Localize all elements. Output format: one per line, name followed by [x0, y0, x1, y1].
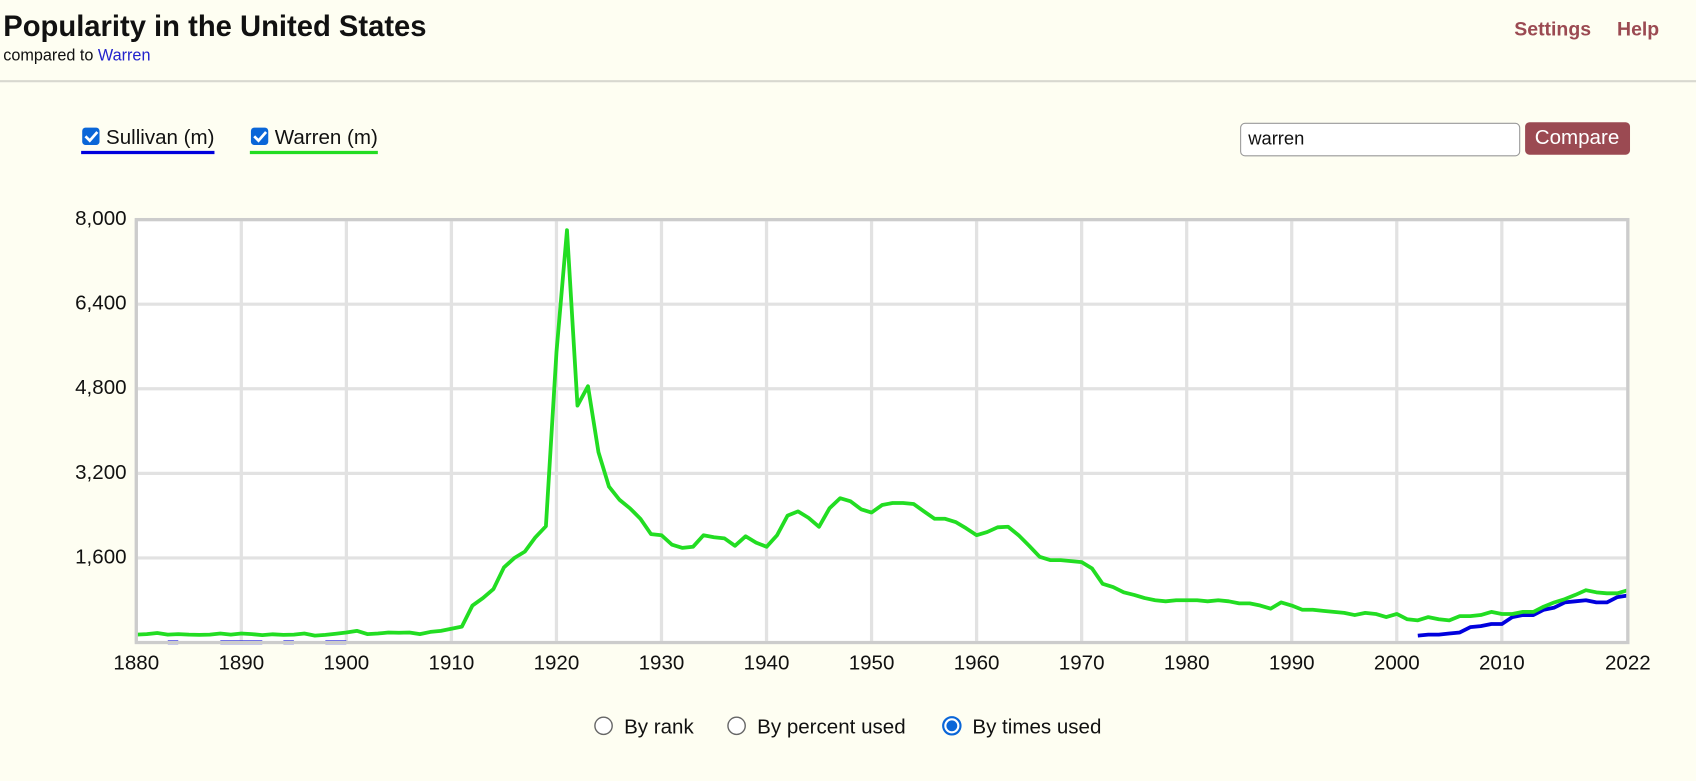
radio-label: By times used [972, 715, 1101, 738]
x-tick-label: 2010 [1479, 652, 1525, 675]
x-tick-label: 2022 [1605, 652, 1651, 675]
search-value: warren [1247, 127, 1304, 148]
radio-button[interactable] [594, 716, 613, 736]
legend-label: Sullivan (m) [106, 126, 214, 149]
x-tick-label: 1910 [429, 652, 475, 675]
radio-label: By percent used [757, 715, 905, 738]
x-tick-label: 1980 [1164, 652, 1210, 675]
legend-checkbox[interactable] [250, 127, 269, 145]
radio-label: By rank [624, 715, 694, 738]
compare-button[interactable] [1525, 122, 1631, 155]
x-tick-label: 1900 [324, 652, 370, 675]
compare-link[interactable]: Warren [98, 47, 151, 65]
x-tick-label: 2000 [1374, 652, 1420, 675]
x-tick-label: 1990 [1269, 652, 1315, 675]
radio-dot [946, 720, 958, 732]
page-title: Popularity in the United States [3, 11, 426, 43]
x-tick-label: 1930 [639, 652, 685, 675]
search-input[interactable] [1240, 122, 1521, 157]
subtitle-prefix: compared to [3, 47, 93, 65]
compare-button-label: Compare [1535, 126, 1620, 149]
y-tick-label: 4,800 [75, 376, 126, 399]
x-tick-label: 1920 [534, 652, 580, 675]
y-tick-label: 8,000 [75, 207, 126, 230]
checkbox-check [253, 131, 268, 143]
radio-button[interactable] [727, 716, 746, 736]
series-line [136, 228, 1629, 638]
help-link[interactable]: Help [1617, 18, 1659, 40]
x-tick-label: 1950 [849, 652, 895, 675]
settings-link[interactable]: Settings [1514, 18, 1591, 40]
subtitle: compared to Warren [3, 47, 150, 65]
legend-checkbox[interactable] [82, 127, 100, 145]
y-tick-label: 6,400 [75, 292, 126, 315]
y-tick-label: 3,200 [75, 461, 126, 484]
x-tick-label: 1940 [744, 652, 790, 675]
plot-area [136, 219, 1628, 643]
x-tick-label: 1960 [954, 652, 1000, 675]
x-tick-label: 1890 [218, 652, 264, 675]
x-tick-label: 1880 [113, 652, 159, 675]
legend-label: Warren (m) [275, 126, 378, 149]
checkbox-check [84, 131, 99, 143]
x-tick-label: 1970 [1059, 652, 1105, 675]
plot-frame [134, 217, 1630, 645]
y-tick-label: 1,600 [75, 545, 126, 568]
